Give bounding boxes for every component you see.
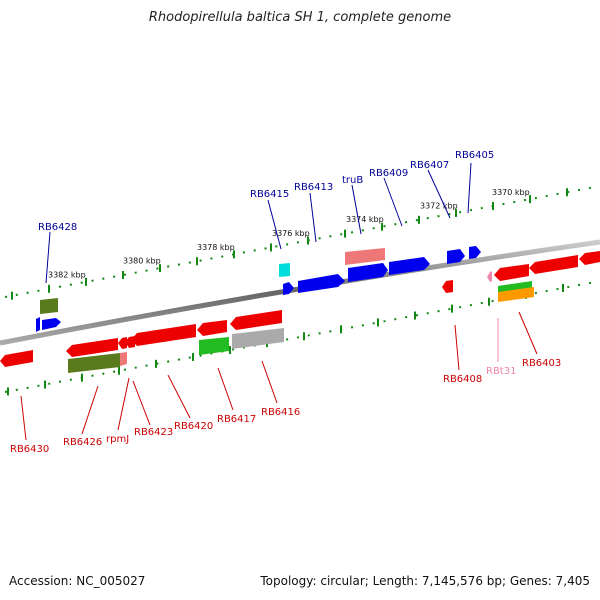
gene-feature-rbt31[interactable] [487, 271, 492, 282]
genome-summary-text: Topology: circular; Length: 7,145,576 bp… [260, 574, 590, 588]
top-gene-labels: RB6405 RB6407 RB6409 truB RB6413 RB6415 … [38, 150, 494, 233]
lower-track-ticks [7, 283, 564, 396]
label-leaders [20, 162, 538, 441]
gene-label-rb6420[interactable]: RB6420 [174, 421, 213, 432]
gene-feature-rb6415[interactable] [283, 282, 294, 295]
gene-feature-rb6409[interactable] [389, 257, 430, 275]
gene-feature-rb6415-cyan[interactable] [279, 263, 290, 277]
scale-label: 3372 kbp [420, 201, 458, 210]
gene-label-rpmj[interactable]: rpmJ [106, 434, 129, 445]
gene-feature-rb6413[interactable] [298, 274, 345, 293]
gene-feature-olive-top[interactable] [40, 298, 58, 314]
gene-label-rb6403[interactable]: RB6403 [522, 358, 561, 369]
gene-feature-rb6417[interactable] [199, 337, 229, 355]
gene-feature-rb6428[interactable] [36, 317, 40, 332]
gene-label-rb6408[interactable]: RB6408 [443, 374, 482, 385]
scale-label: 3374 kbp [346, 215, 384, 224]
scale-label: 3380 kbp [123, 257, 161, 266]
gene-feature-rb6420[interactable] [131, 324, 196, 346]
gene-feature-rb6405[interactable] [469, 246, 481, 259]
bottom-gene-labels: RB6403 RBt31 RB6408 RB6416 RB6417 RB6420… [10, 358, 561, 455]
scale-track: 3370 kbp 3372 kbp 3374 kbp 3376 kbp 3378 kbp… [4, 186, 596, 300]
gene-label-rb6428[interactable]: RB6428 [38, 222, 77, 233]
gene-feature-trub[interactable] [345, 248, 385, 265]
gene-feature-rb6413b[interactable] [348, 263, 388, 282]
scale-label: 3376 kbp [272, 229, 310, 238]
scale-label: 3382 kbp [48, 271, 86, 280]
gene-feature-rb6403-orange[interactable] [498, 287, 534, 302]
gene-feature-rb6417-red[interactable] [197, 320, 227, 336]
gene-feature-rb6426[interactable] [66, 338, 118, 357]
gene-label-rb6423[interactable]: RB6423 [134, 427, 173, 438]
gene-label-rb6409[interactable]: RB6409 [369, 168, 408, 179]
gene-feature-red-right1[interactable] [529, 255, 578, 274]
gene-label-rb6416[interactable]: RB6416 [261, 407, 300, 418]
gene-feature-rb6423[interactable] [118, 337, 127, 349]
gene-label-rb6426[interactable]: RB6426 [63, 437, 102, 448]
gene-label-rb6417[interactable]: RB6417 [217, 414, 256, 425]
map-title: Rhodopirellula baltica SH 1, complete ge… [148, 10, 452, 25]
lower-track [4, 281, 596, 393]
gene-label-rbt31[interactable]: RBt31 [486, 366, 516, 377]
gene-feature-rb6408[interactable] [442, 280, 453, 293]
forward-strand-features [36, 246, 481, 332]
gene-label-trub[interactable]: truB [342, 175, 363, 186]
gene-label-rb6407[interactable]: RB6407 [410, 160, 449, 171]
scale-label: 3370 kbp [492, 188, 530, 197]
gene-feature-rb6428-body[interactable] [42, 318, 61, 330]
gene-label-rb6405[interactable]: RB6405 [455, 150, 494, 161]
gene-label-rb6415[interactable]: RB6415 [250, 189, 289, 200]
gene-feature-red-right2[interactable] [579, 251, 600, 265]
gene-feature-rb6407[interactable] [447, 249, 465, 264]
gene-feature-rb6426-olive[interactable] [68, 353, 120, 373]
gene-feature-rb6403-red[interactable] [494, 264, 529, 281]
gene-feature-rb6416[interactable] [232, 328, 284, 349]
gene-label-rb6413[interactable]: RB6413 [294, 182, 333, 193]
reverse-strand-features [0, 251, 600, 373]
gene-feature-rpmj[interactable] [120, 352, 127, 366]
gene-feature-rb6416-red[interactable] [230, 310, 282, 330]
accession-text: Accession: NC_005027 [9, 574, 146, 588]
scale-label: 3378 kbp [197, 243, 235, 252]
gene-label-rb6430[interactable]: RB6430 [10, 444, 49, 455]
gene-feature-rb6430[interactable] [0, 350, 33, 367]
